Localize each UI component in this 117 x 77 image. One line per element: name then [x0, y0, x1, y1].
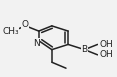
Text: O: O: [22, 20, 29, 29]
Text: OH: OH: [99, 50, 113, 59]
Text: CH₃: CH₃: [2, 27, 19, 36]
Text: N: N: [33, 39, 39, 48]
Text: OH: OH: [99, 40, 113, 49]
Text: B: B: [81, 45, 88, 54]
